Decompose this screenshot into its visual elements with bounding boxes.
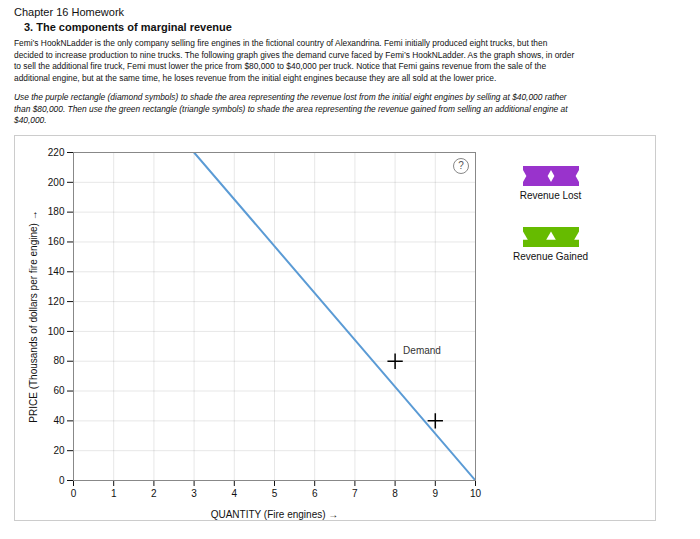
svg-text:Demand: Demand — [403, 345, 441, 356]
html-text:Revenue Lost: Revenue Lost — [519, 189, 582, 201]
svg-text:220: 220 — [48, 146, 65, 157]
svg-text:40: 40 — [53, 415, 65, 426]
html-text:decided to increase production: decided to increase production to nine t… — [14, 49, 575, 60]
html-text:$40,000.: $40,000. — [14, 115, 47, 125]
svg-text:4: 4 — [232, 487, 238, 498]
svg-text:QUANTITY (Fire engines) →: QUANTITY (Fire engines) → — [211, 508, 339, 519]
svg-text:1: 1 — [111, 487, 117, 498]
svg-text:7: 7 — [352, 487, 358, 498]
svg-text:3: 3 — [191, 487, 197, 498]
svg-text:60: 60 — [53, 385, 65, 396]
svg-text:8: 8 — [392, 487, 398, 498]
svg-text:140: 140 — [48, 265, 65, 276]
svg-text:120: 120 — [48, 295, 65, 306]
html-text:to sell the additional fire tr: to sell the additional fire truck, Femi … — [14, 61, 547, 71]
svg-text:0: 0 — [59, 474, 65, 485]
html-text:3. The components of marginal: 3. The components of marginal revenue — [24, 21, 232, 33]
html-text:Femi’s HookNLadder is the only: Femi’s HookNLadder is the only company s… — [14, 38, 548, 48]
svg-text:5: 5 — [272, 487, 278, 498]
svg-text:10: 10 — [470, 487, 482, 498]
html-text:Use the purple rectangle (diam: Use the purple rectangle (diamond symbol… — [14, 92, 567, 102]
svg-text:180: 180 — [48, 206, 65, 217]
svg-text:200: 200 — [48, 176, 65, 187]
svg-text:6: 6 — [312, 487, 318, 498]
html-text:additional engine, but at the: additional engine, but at the same time,… — [14, 72, 497, 83]
svg-text:80: 80 — [53, 355, 65, 366]
svg-text:9: 9 — [433, 487, 439, 498]
svg-text:PRICE (Thousands of dollars pe: PRICE (Thousands of dollars per fire eng… — [28, 210, 39, 422]
svg-text:100: 100 — [48, 325, 65, 336]
svg-text:0: 0 — [71, 487, 77, 498]
svg-text:160: 160 — [48, 236, 65, 247]
html-text:Revenue Gained: Revenue Gained — [513, 250, 589, 262]
svg-text:2: 2 — [151, 487, 157, 498]
svg-text:20: 20 — [53, 444, 65, 455]
html-text:Chapter 16 Homework: Chapter 16 Homework — [14, 6, 125, 18]
html-text:than $80,000. Then use the gre: than $80,000. Then use the green rectang… — [14, 103, 568, 114]
